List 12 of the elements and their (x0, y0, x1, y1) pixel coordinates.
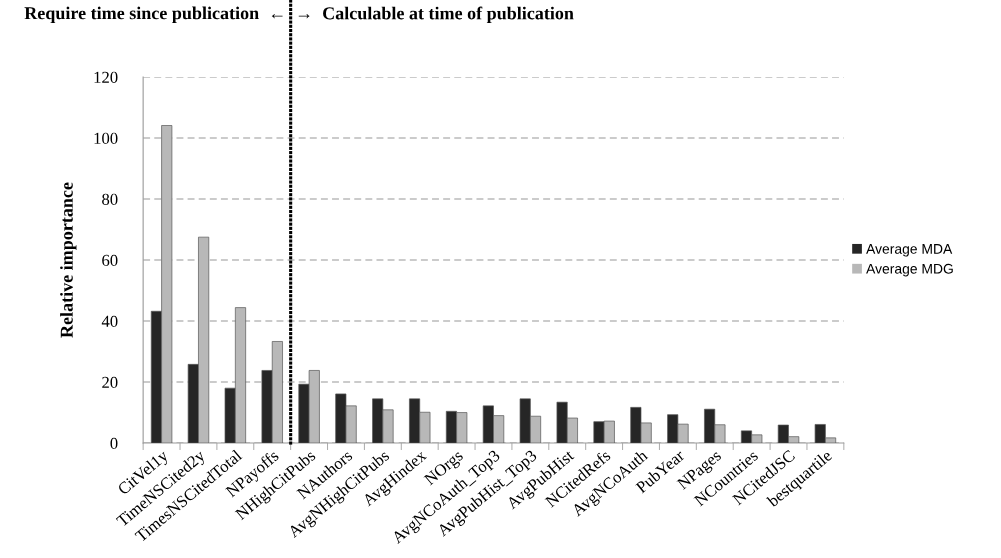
legend-label: Average MDA (866, 244, 953, 257)
text: → Calculable at time of publication (298, 6, 574, 24)
y-tick-label: 120 (94, 71, 118, 83)
y-tick-label: 0 (110, 437, 118, 449)
y-tick-label: 80 (102, 193, 118, 205)
y-axis-title: Relative importance (60, 182, 77, 338)
y-tick-label: 40 (101, 315, 118, 327)
y-tick-label: 60 (102, 254, 118, 266)
text: Require time since publication ← (24, 6, 283, 23)
legend-label: Average MDG (866, 263, 953, 277)
y-tick-label: 100 (94, 132, 118, 144)
y-tick-label: 20 (102, 376, 118, 388)
